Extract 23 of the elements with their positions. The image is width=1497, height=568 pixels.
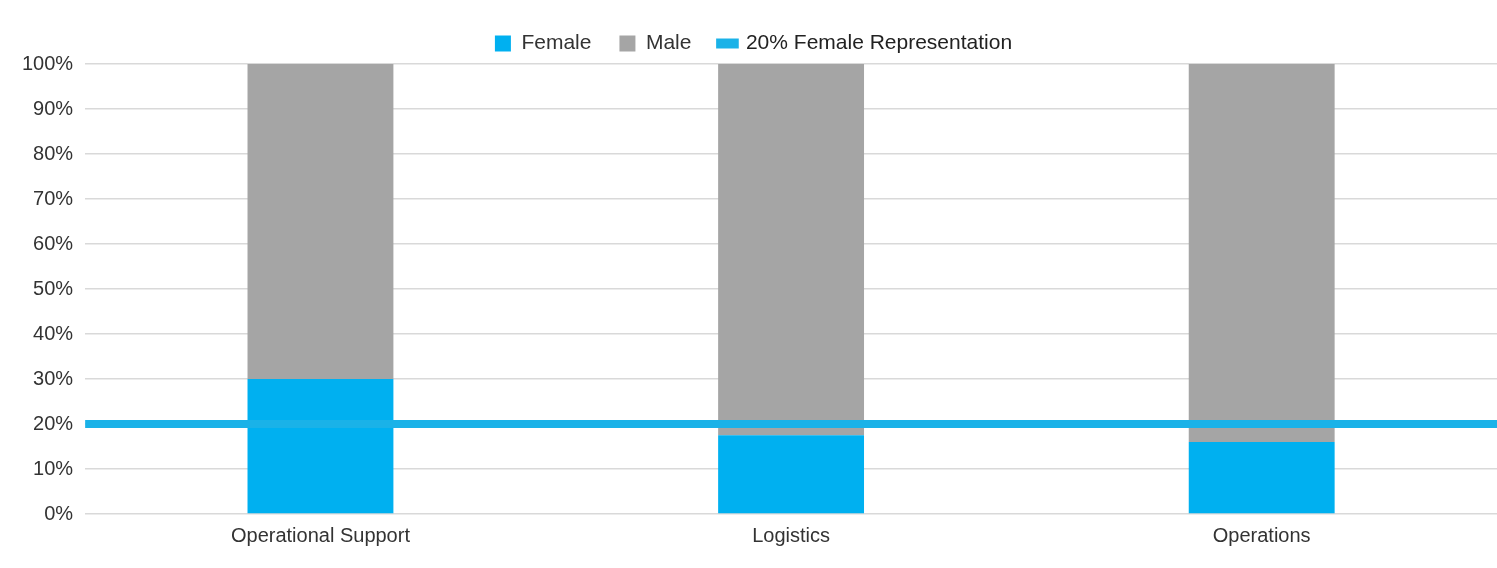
y-tick-label: 70% bbox=[33, 186, 74, 209]
bar bbox=[718, 435, 865, 514]
bar bbox=[247, 379, 394, 514]
x-tick-label: Operational Support bbox=[230, 523, 411, 546]
y-tick-label: 20% bbox=[33, 411, 74, 434]
bar bbox=[1188, 442, 1335, 514]
legend-label: 20% Female Representation bbox=[745, 30, 1013, 54]
y-tick-label: 0% bbox=[44, 501, 74, 524]
bar bbox=[247, 64, 394, 379]
legend-label: Female bbox=[521, 30, 592, 54]
y-tick-label: 100% bbox=[22, 51, 74, 74]
legend-label: Male bbox=[645, 30, 692, 54]
x-tick-label: Operations bbox=[1212, 523, 1311, 546]
y-tick-label: 50% bbox=[33, 276, 74, 299]
bar bbox=[718, 64, 865, 436]
y-tick-label: 80% bbox=[33, 141, 74, 164]
bar bbox=[1188, 64, 1335, 442]
x-tick-label: Logistics bbox=[752, 523, 830, 546]
y-tick-label: 10% bbox=[33, 456, 74, 479]
y-tick-label: 60% bbox=[33, 231, 74, 254]
y-tick-label: 30% bbox=[33, 366, 74, 389]
y-tick-label: 90% bbox=[33, 96, 74, 119]
y-tick-label: 40% bbox=[33, 321, 74, 344]
